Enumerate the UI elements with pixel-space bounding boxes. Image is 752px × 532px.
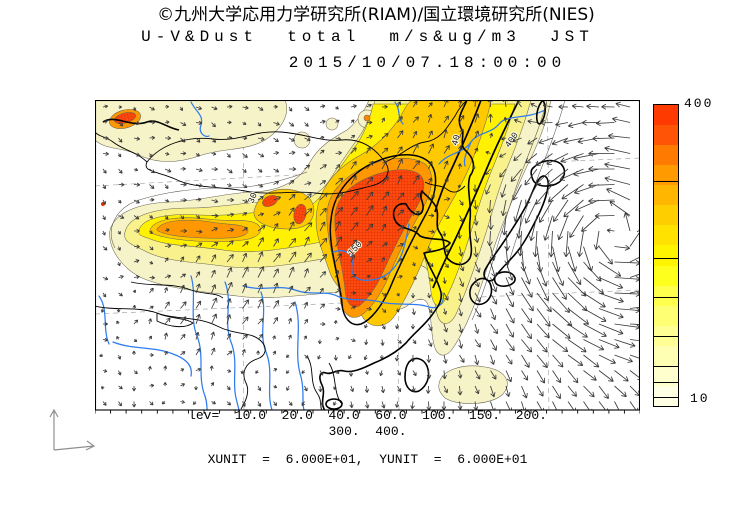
dust-region-pale-spot-c xyxy=(325,117,339,131)
contour-levels-text-line1: lev= 10.0 20.0 40.0 60.0 100. 150. 200. xyxy=(188,408,547,423)
dust-core-orange-band xyxy=(156,219,249,239)
colorbar-segment xyxy=(654,104,678,126)
colorbar-segment xyxy=(654,124,678,146)
coastline-mainland xyxy=(319,100,475,410)
colorbar-level-line xyxy=(654,258,678,260)
contour-levels-text-line2: 300. 400. xyxy=(328,424,407,439)
dust-region-pale-eastchinasea xyxy=(438,365,508,404)
colorbar-level-line xyxy=(654,181,678,183)
y-axis-arrow xyxy=(49,408,59,450)
colorbar-segment xyxy=(654,365,678,386)
colorbar-min-label: 10 xyxy=(690,391,710,406)
colorbar-max-label: 400 xyxy=(684,96,714,111)
units-text: XUNIT = 6.000E+01, YUNIT = 6.000E+01 xyxy=(207,452,528,467)
dust-core-red-spot-b xyxy=(293,203,307,225)
colorbar-segment xyxy=(654,224,678,246)
colorbar-segment xyxy=(654,164,678,186)
contour-thick-2 xyxy=(434,100,482,213)
dust-region-pale-topleft xyxy=(95,100,287,162)
colorbar-segment xyxy=(654,345,678,366)
coastline-shikoku xyxy=(493,271,516,287)
dust-dot-orange xyxy=(363,114,371,122)
coastline-sakhalin xyxy=(535,100,546,125)
colorbar-level-line xyxy=(654,335,678,337)
x-axis-arrow xyxy=(53,440,96,451)
dust-core-red-spot-a xyxy=(262,195,278,207)
ridge-line-topleft xyxy=(102,118,180,131)
plot-title-line1: U-V&Dust total m/s&ug/m3 JST xyxy=(141,28,594,46)
map-bottom-ticks xyxy=(95,410,640,414)
coastline-taiwan xyxy=(404,357,430,393)
credit-text: ©九州大学応用力学研究所(RIAM)/国立環境研究所(NIES) xyxy=(157,5,595,25)
colorbar-segment xyxy=(654,305,678,326)
rivers xyxy=(98,101,546,410)
axis-arrows xyxy=(49,408,96,451)
country-borders xyxy=(95,100,468,410)
colorbar-segment xyxy=(654,385,678,406)
plot-title-line2: 2015/10/07.18:00:00 xyxy=(288,54,567,72)
wind-arrow-field xyxy=(99,100,640,410)
colorbar-segment xyxy=(654,184,678,206)
dust-fill-layer xyxy=(95,100,552,404)
coastline-hainan xyxy=(325,398,343,410)
colorbar-level-line xyxy=(654,381,678,383)
map-frame xyxy=(95,100,640,411)
dust-map: 400 150 40 30 xyxy=(95,100,640,414)
coastline-honshu xyxy=(483,175,549,282)
colorbar-level-line xyxy=(654,397,678,399)
colorbar-segment xyxy=(654,285,678,306)
colorbar-segment xyxy=(654,265,678,286)
colorbar xyxy=(653,104,679,407)
contour-thick-central xyxy=(329,154,437,326)
colorbar-level-line xyxy=(654,296,678,298)
colorbar-segment xyxy=(654,204,678,226)
colorbar-segment xyxy=(654,244,678,266)
colorbar-segment xyxy=(654,325,678,346)
colorbar-segment xyxy=(654,144,678,166)
colorbar-level-line xyxy=(654,366,678,368)
